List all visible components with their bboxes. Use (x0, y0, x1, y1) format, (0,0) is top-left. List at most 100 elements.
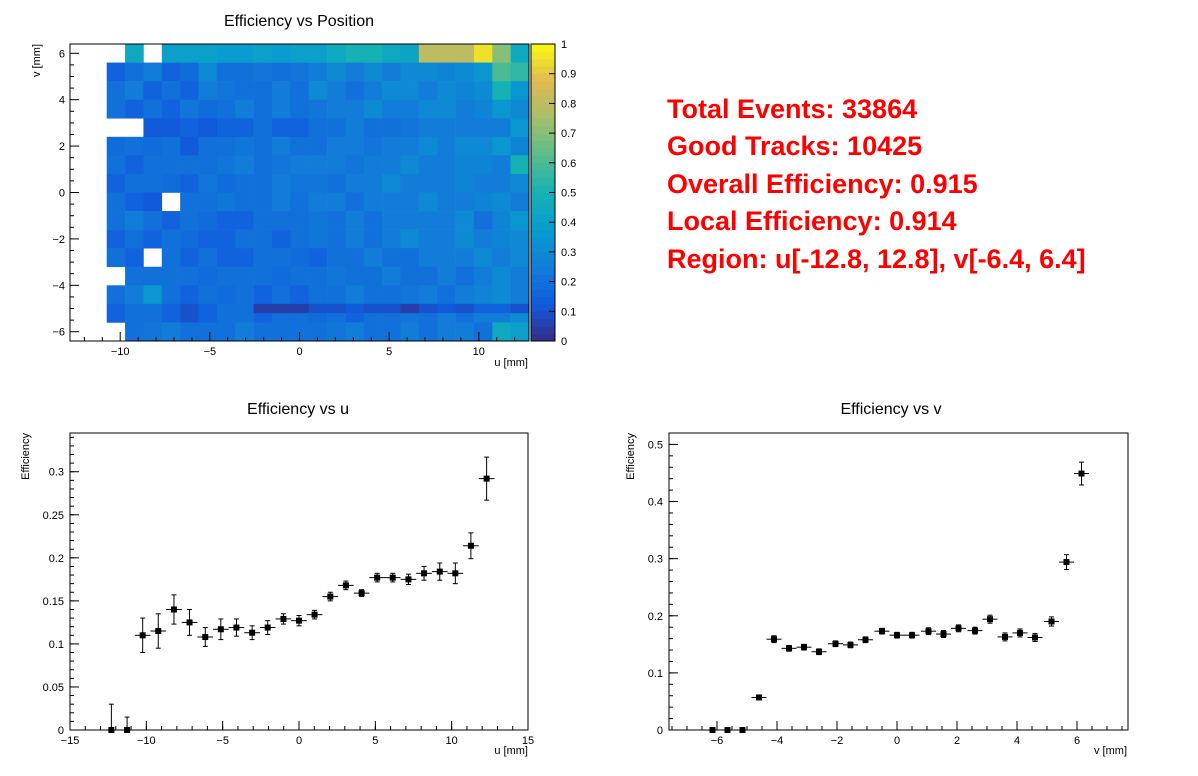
eff-vs-u-ylabel: Efficiency (20, 433, 32, 480)
heatmap-cell (363, 62, 383, 82)
palette-tick-label: 0.2 (561, 277, 576, 289)
heatmap-cell (473, 62, 493, 82)
heatmap-cell (198, 118, 218, 138)
palette-tick-label: 0 (561, 336, 567, 348)
palette-band (531, 192, 555, 201)
heatmap-cell (198, 136, 218, 156)
heatmap-cell (271, 248, 291, 268)
eff-vs-u-point (249, 629, 256, 636)
eff-vs-u-point (342, 582, 349, 589)
heatmap-cell (382, 322, 401, 342)
eff-vs-v-point (1063, 559, 1070, 566)
heatmap-cell (400, 248, 420, 268)
eff-vs-u-y-tick-label: 0.05 (43, 682, 64, 694)
heatmap-cell (510, 248, 530, 268)
palette-band (531, 110, 555, 119)
heatmap-cell (455, 322, 475, 342)
heatmap-cell (216, 99, 236, 119)
heatmap-cell (400, 44, 420, 63)
heatmap-cell (455, 248, 475, 268)
heatmap-cell (308, 248, 328, 268)
eff-vs-v-frame (668, 432, 1129, 731)
palette-tick-label: 0.1 (561, 306, 576, 318)
palette-band (531, 333, 555, 342)
heatmap-cell (180, 99, 199, 119)
heatmap-cell (271, 44, 291, 63)
eff-vs-u-x-tick-label: −5 (216, 735, 229, 747)
heatmap-cell (382, 44, 401, 63)
heatmap-cell (216, 62, 236, 82)
eff-vs-v-point (1002, 633, 1008, 640)
heatmap-cell (308, 136, 328, 156)
eff-vs-u-point (327, 593, 334, 600)
heatmap-cell (106, 211, 126, 230)
heatmap-cell (437, 192, 456, 212)
eff-vs-u-panel: Efficiency vs u −15 −10 −5 0 5 10 15 0 0.05 0.1 0.… (20, 401, 534, 757)
eff-vs-v-point (987, 616, 993, 623)
heatmap-cell (345, 99, 365, 119)
heatmap-cell (455, 155, 475, 175)
heatmap-cell (216, 266, 236, 286)
heatmap-cell (161, 248, 181, 268)
heatmap-cell (363, 192, 383, 212)
eff-vs-u-x-tick-label: 10 (446, 735, 458, 747)
heatmap-cell (180, 44, 199, 63)
palette-band (531, 66, 555, 74)
heatmap-cell (143, 192, 163, 212)
heatmap-cell (345, 118, 365, 138)
heatmap-cell (473, 192, 493, 212)
heatmap-cell (198, 192, 218, 212)
heatmap-cell (271, 136, 291, 156)
heatmap-cell (253, 99, 273, 119)
eff-vs-v-x-tick-label: 6 (1074, 735, 1080, 747)
heatmap-axes: −10 −5 0 5 10 6 4 2 0 −2 −4 −6 (52, 48, 516, 358)
heatmap-cell (327, 211, 346, 230)
heatmap-cell (125, 211, 144, 230)
heatmap-cell (382, 192, 401, 212)
heatmap-cell (253, 62, 273, 82)
heatmap-cell (510, 99, 530, 119)
eff-vs-v-point (816, 648, 822, 655)
eff-vs-v-x-tick-label: −2 (831, 735, 844, 747)
stat-region: Region: u[-12.8, 12.8], v[-6.4, 6.4] (667, 244, 1086, 274)
heatmap-cell (290, 192, 309, 212)
heatmap-cell (327, 155, 346, 175)
heatmap-cell (418, 155, 438, 175)
heatmap-cell (235, 155, 254, 175)
eff-vs-v-point (739, 727, 746, 733)
heatmap-cell (382, 211, 401, 230)
heatmap-cell (510, 155, 530, 175)
eff-vs-v-y-tick-label: 0.3 (648, 554, 663, 566)
heatmap-cell (382, 155, 401, 175)
heatmap-cell (363, 81, 383, 100)
heatmap-cell (473, 303, 493, 314)
heatmap-cell (473, 248, 493, 268)
eff-vs-v-point (801, 644, 807, 651)
heatmap-cell (510, 322, 530, 342)
heatmap-cell (473, 155, 493, 175)
palette-band (531, 162, 555, 171)
heatmap-cell (253, 81, 273, 100)
heatmap-cell (437, 303, 456, 314)
heatmap-y-tick-label: −2 (52, 234, 65, 246)
heatmap-cell (345, 229, 365, 249)
heatmap-cell (216, 192, 236, 212)
eff-vs-u-x-tick-label: −15 (61, 735, 80, 747)
heatmap-cell (235, 173, 254, 193)
eff-vs-u-point (436, 568, 443, 575)
heatmap-cell (143, 99, 163, 119)
heatmap-cell (125, 192, 144, 212)
heatmap-cell (382, 285, 401, 305)
eff-vs-v-point (709, 727, 716, 733)
heatmap-cell (216, 285, 236, 305)
eff-vs-u-title: Efficiency vs u (247, 401, 349, 418)
eff-vs-v-point (925, 628, 932, 635)
heatmap-cell (161, 81, 181, 100)
heatmap-cell (161, 99, 181, 119)
heatmap-cell (143, 211, 163, 230)
heatmap-y-tick-label: 4 (59, 95, 65, 107)
eff-vs-v-xlabel: v [mm] (1094, 745, 1127, 757)
heatmap-cell (345, 248, 365, 268)
heatmap-cell (253, 266, 273, 286)
